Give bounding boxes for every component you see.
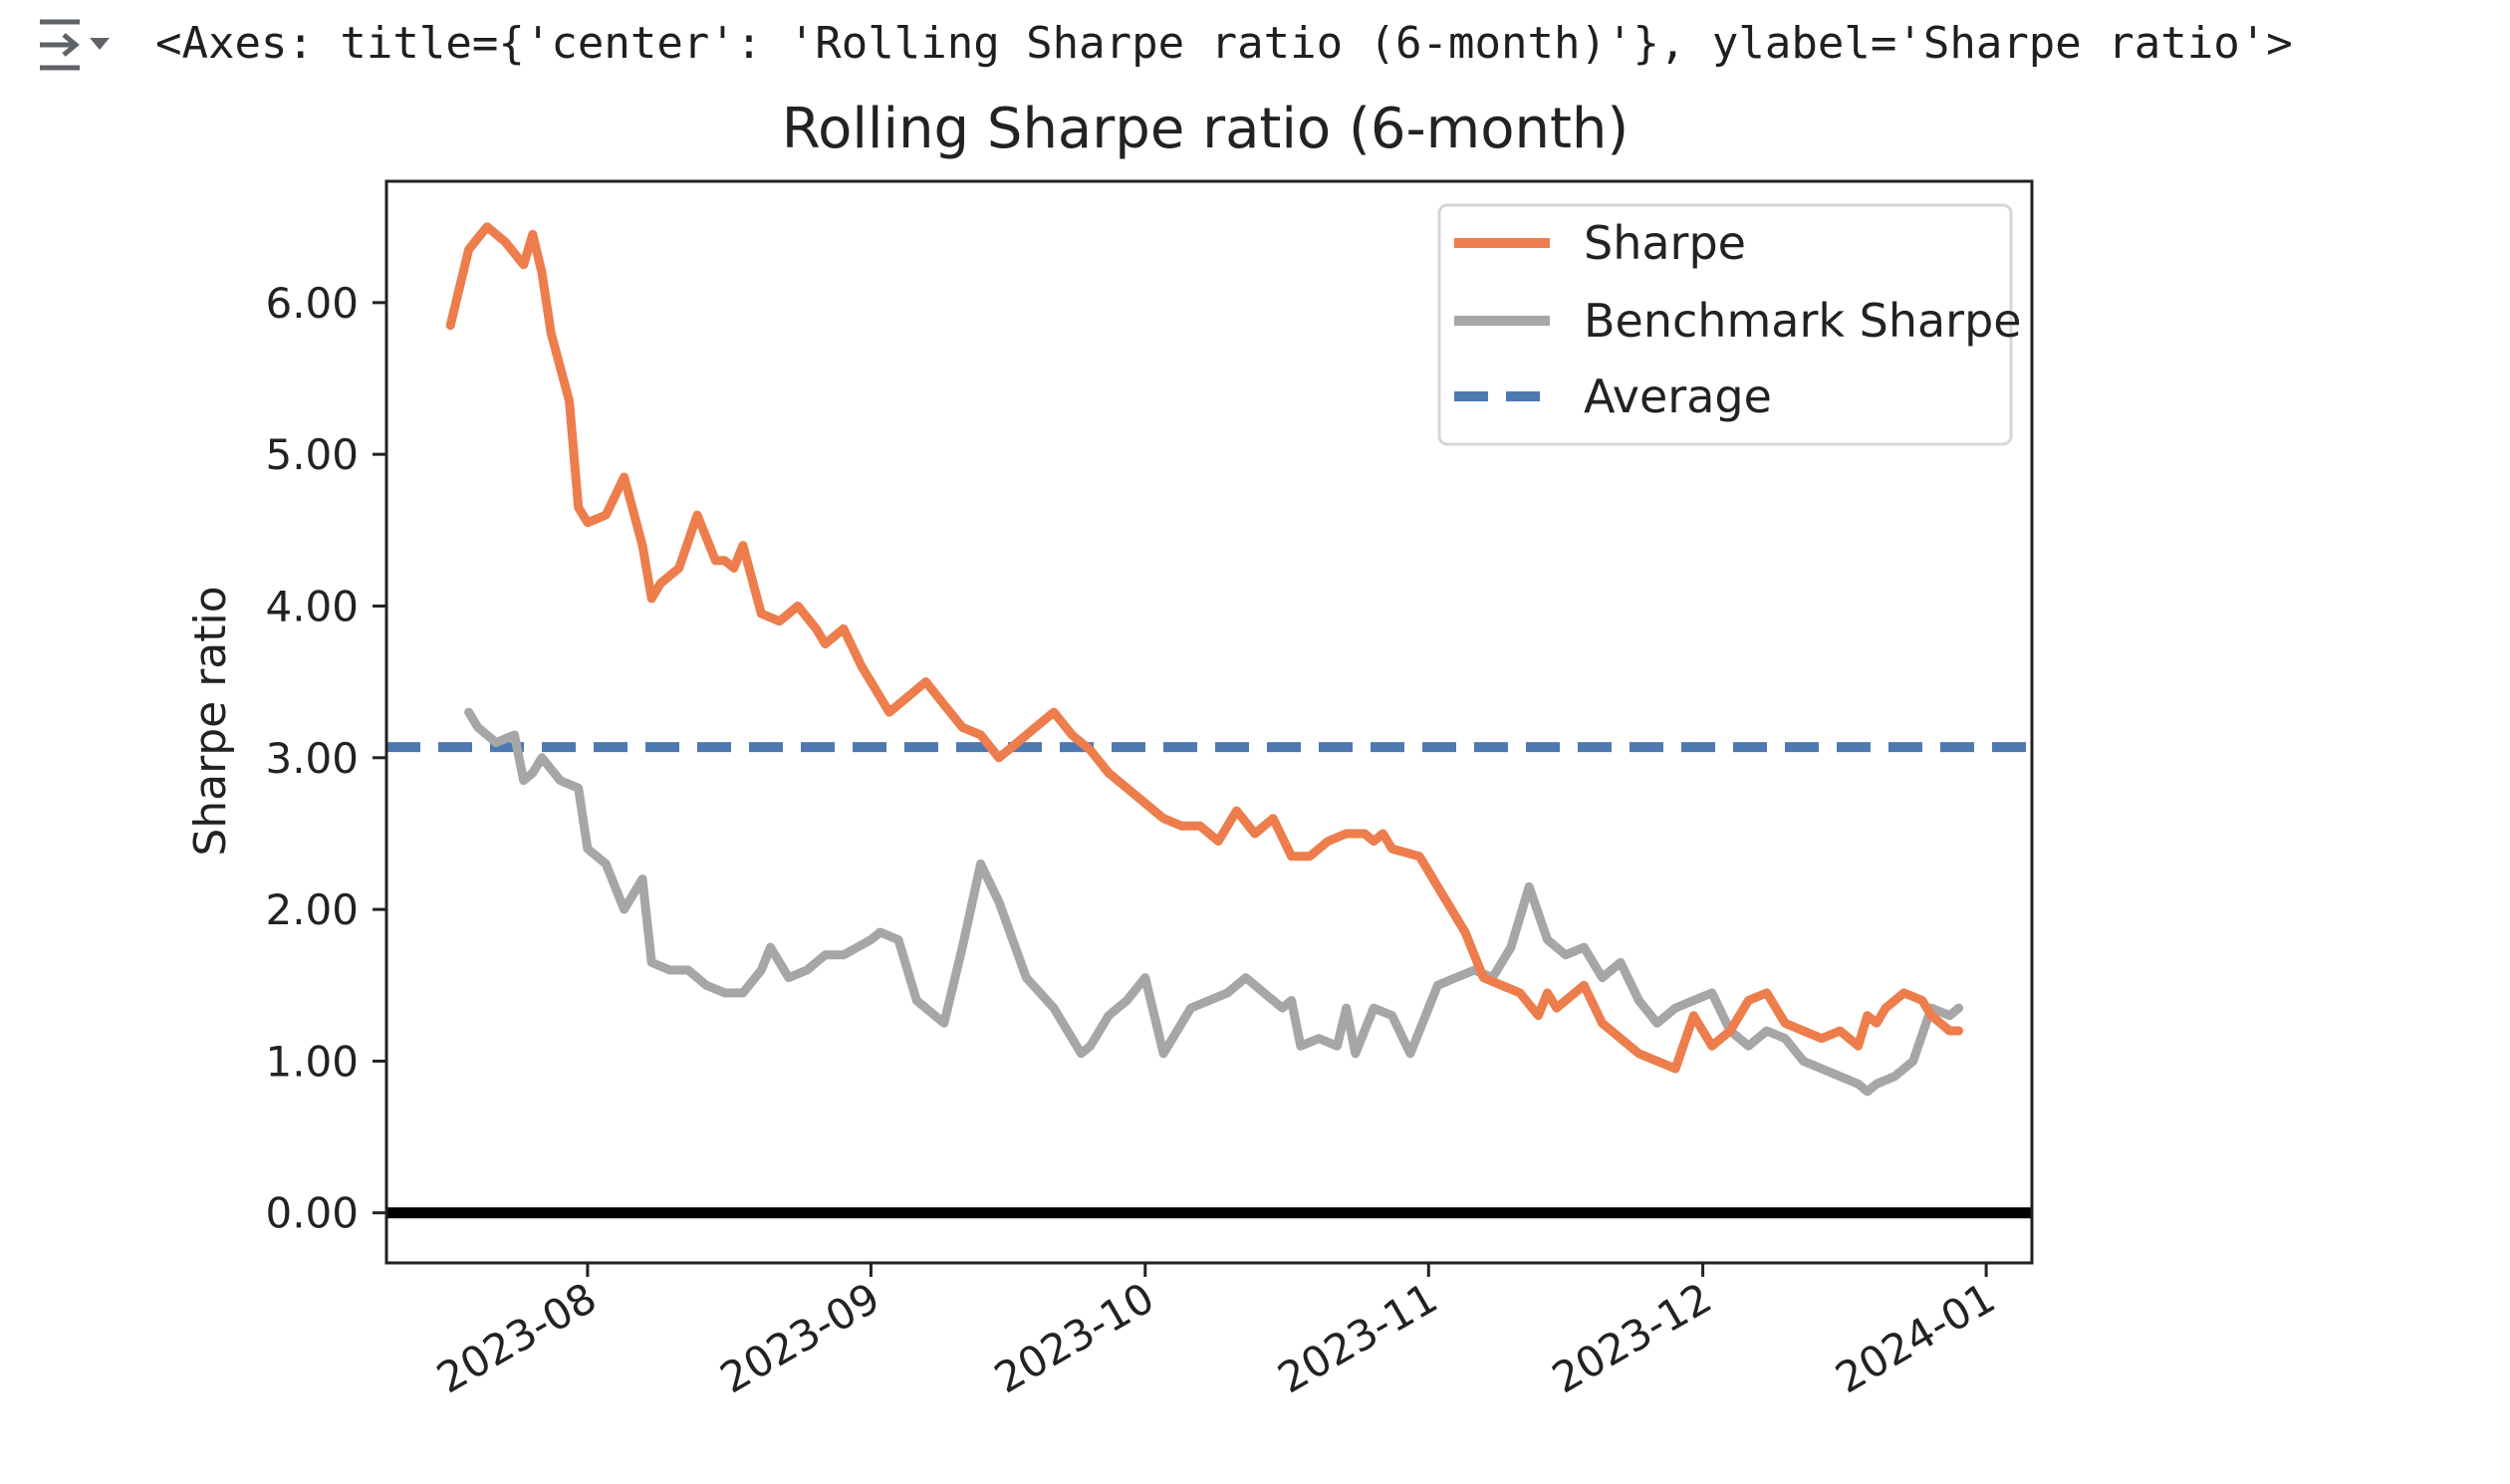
y-tick-label: 5.00 [265, 430, 359, 479]
chart-title: Rolling Sharpe ratio (6-month) [782, 97, 1630, 161]
plot-frame [384, 179, 2034, 1265]
x-tick-label: 2023-12 [1544, 1273, 1719, 1402]
output-toggle-icon[interactable] [36, 14, 116, 76]
x-tick-label: 2024-01 [1828, 1273, 2003, 1402]
x-tick-label: 2023-11 [1270, 1273, 1445, 1402]
sharpe-line [445, 222, 1964, 1074]
y-tick-label: 6.00 [265, 279, 359, 328]
axes-repr-text: <Axes: title={'center': 'Rolling Sharpe … [155, 18, 2293, 69]
legend: Sharpe Benchmark Sharpe Average [1437, 203, 2022, 446]
legend-box [1437, 203, 2013, 446]
cell-output-header: <Axes: title={'center': 'Rolling Sharpe … [0, 0, 2510, 90]
legend-label-average: Average [1584, 370, 1772, 423]
y-tick-label: 4.00 [265, 582, 359, 630]
legend-label-sharpe: Sharpe [1584, 216, 1746, 270]
x-tick-label: 2023-10 [986, 1273, 1161, 1402]
y-tick-label: 3.00 [265, 734, 359, 783]
y-axis-label: Sharpe ratio [185, 586, 236, 856]
x-axis-ticks: 2023-08 2023-09 2023-10 2023-11 2023-12 2024-… [428, 1263, 2003, 1402]
y-tick-label: 2.00 [265, 885, 359, 934]
x-tick-label: 2023-08 [428, 1273, 604, 1402]
y-tick-label: 0.00 [265, 1189, 359, 1238]
y-tick-label: 1.00 [265, 1037, 359, 1086]
x-tick-label: 2023-09 [712, 1273, 887, 1402]
benchmark-sharpe-line [464, 707, 1964, 1097]
y-axis-ticks: 0.00 1.00 2.00 3.00 4.00 5.00 6.00 [265, 279, 386, 1238]
legend-label-benchmark: Benchmark Sharpe [1584, 294, 2022, 348]
